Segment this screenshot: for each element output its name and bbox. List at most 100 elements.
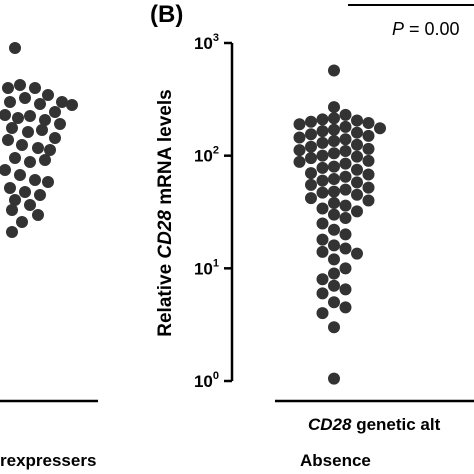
data-point [305, 152, 317, 165]
data-point [328, 64, 340, 77]
data-point [328, 279, 340, 292]
left-panel-data-point [34, 189, 46, 201]
data-point [316, 125, 329, 138]
data-point [339, 120, 352, 133]
data-point [328, 267, 340, 280]
data-point [316, 149, 329, 162]
left-panel-data-point [16, 139, 28, 151]
data-point [293, 131, 306, 144]
left-panel-data-point [4, 96, 16, 108]
data-point [328, 185, 340, 198]
left-panel-data-point [2, 134, 14, 146]
left-panel-data-point [42, 89, 54, 101]
left-panel-data-point [49, 132, 61, 144]
data-point [316, 273, 329, 286]
data-point [316, 245, 329, 258]
data-point [339, 133, 352, 146]
data-point [351, 176, 363, 189]
data-point [339, 228, 352, 241]
data-point [316, 307, 329, 320]
data-point [339, 242, 352, 255]
data-point [328, 372, 340, 385]
left-panel-data-point [14, 79, 26, 91]
data-point [316, 233, 329, 246]
y-tick-label-1: 101 [194, 257, 219, 278]
left-panel-data-point [0, 109, 11, 121]
panel-b: (B) P = 0.00 Relative CD28 mRNA levels 1… [150, 1, 474, 470]
left-panel-data-point [24, 199, 36, 211]
x-group-label: CD28 genetic alt [308, 415, 441, 434]
data-point [351, 138, 363, 151]
data-point [339, 157, 352, 170]
data-point [316, 202, 329, 215]
p-value-label: P = 0.00 [392, 19, 460, 39]
left-panel-data-point [44, 144, 56, 156]
data-point [351, 188, 363, 201]
data-point [362, 142, 375, 155]
left-panel-data-point [9, 42, 21, 54]
data-point [328, 112, 340, 125]
data-point [293, 144, 306, 157]
data-point [339, 262, 352, 275]
data-point [351, 247, 363, 260]
y-tick-label-2: 102 [194, 145, 219, 166]
absence-dots [293, 64, 386, 385]
left-panel-data-point [36, 124, 48, 136]
left-panel-data-point [2, 82, 14, 94]
data-point [339, 183, 352, 196]
left-panel-data-point [22, 126, 34, 138]
data-point [316, 217, 329, 230]
left-panel-data-point [32, 142, 44, 154]
left-panel-data-point [39, 154, 51, 166]
left-panel-data-point [9, 194, 21, 206]
data-point [374, 122, 386, 135]
data-point [339, 108, 352, 121]
left-panel-data-point [6, 226, 18, 238]
data-point [351, 114, 363, 127]
left-panel-data-point [42, 176, 54, 188]
data-point [339, 170, 352, 183]
data-point [293, 118, 306, 131]
data-point [339, 199, 352, 212]
data-point [328, 134, 340, 147]
left-panel-data-point [24, 156, 36, 168]
data-point [328, 101, 340, 114]
data-point [328, 223, 340, 236]
data-point [339, 283, 352, 296]
data-point [316, 174, 329, 187]
data-point [328, 208, 340, 221]
panel-label: (B) [150, 1, 183, 28]
data-point [316, 161, 329, 174]
data-point [305, 167, 317, 180]
data-point [305, 115, 317, 128]
data-point [351, 150, 363, 163]
left-panel-data-point [6, 122, 18, 134]
y-axis-label: Relative CD28 mRNA levels [155, 89, 176, 336]
category-label-absence: Absence [300, 451, 371, 470]
data-point [328, 160, 340, 173]
data-point [328, 123, 340, 136]
left-panel-data-point [9, 152, 21, 164]
data-point [351, 205, 363, 218]
data-point [328, 321, 340, 334]
data-point [328, 173, 340, 186]
data-point [316, 113, 329, 126]
left-panel-data-point [29, 174, 41, 186]
data-point [339, 145, 352, 158]
data-point [305, 128, 317, 141]
left-panel-data-point [39, 114, 51, 126]
data-point [293, 155, 306, 168]
data-point [339, 301, 352, 314]
left-panel-data-point [16, 216, 28, 228]
left-panel-data-point [32, 209, 44, 221]
left-panel-dots [0, 42, 78, 238]
data-point [328, 296, 340, 309]
left-panel-data-point [54, 118, 66, 130]
y-tick-label-0: 100 [194, 370, 219, 391]
left-panel-data-point [19, 186, 31, 198]
data-point [305, 178, 317, 191]
data-point [362, 116, 375, 129]
y-tick-label-3: 103 [194, 32, 219, 53]
data-point [316, 287, 329, 300]
